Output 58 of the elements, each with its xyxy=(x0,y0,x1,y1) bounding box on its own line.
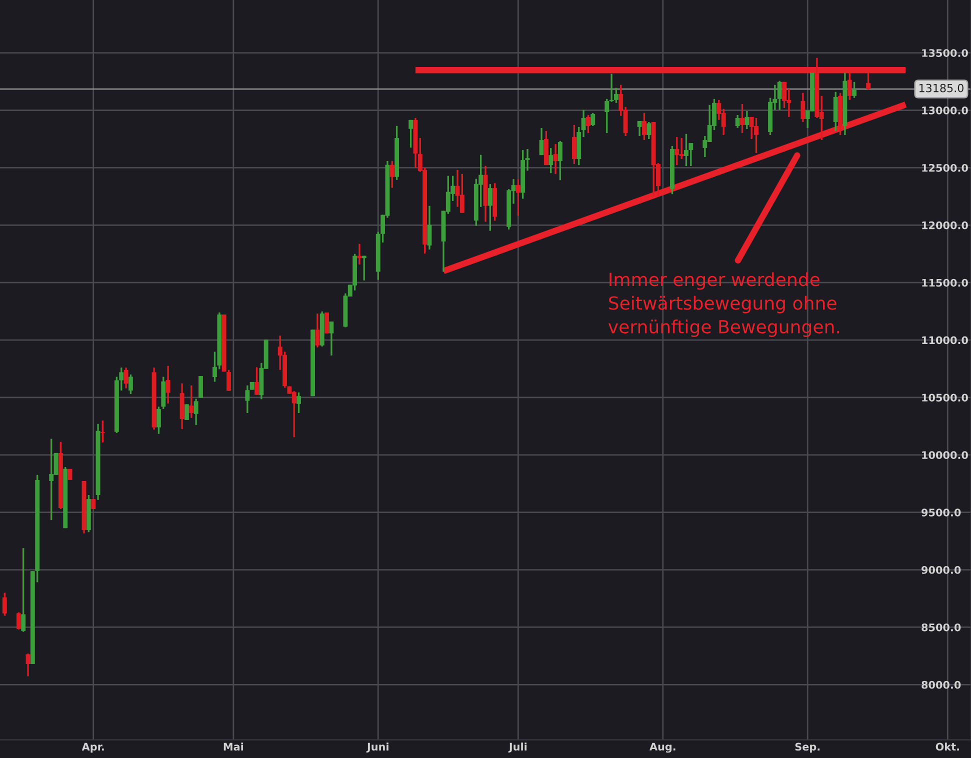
candlestick xyxy=(189,384,194,419)
y-tick-label: 11500.0 xyxy=(922,278,968,287)
x-tick-label: Aug. xyxy=(650,742,676,753)
candlestick xyxy=(21,547,26,633)
ref-line-label: 13185.0 xyxy=(919,84,964,92)
annotation: Immer enger werdende Seitwärtsbewegung ohne vernünftige Bewegungen. xyxy=(608,272,840,338)
x-tick-label: Mai xyxy=(224,742,244,751)
y-tick-label: 13000.0 xyxy=(922,106,968,114)
y-tick-label: 12500.0 xyxy=(922,164,968,172)
candlestick xyxy=(2,592,7,617)
candlestick xyxy=(646,121,652,140)
candlestick xyxy=(642,112,646,141)
y-tick-label: 10500.0 xyxy=(922,394,968,402)
candlestick xyxy=(744,110,750,130)
candlestick xyxy=(128,374,133,395)
candlestick xyxy=(740,103,744,134)
candlestick xyxy=(408,119,414,148)
candlestick xyxy=(488,183,492,232)
candlestick xyxy=(777,80,782,111)
candlestick xyxy=(329,320,334,356)
x-tick-label: Juni xyxy=(366,742,388,753)
candlestick xyxy=(516,178,520,217)
x-tick-label: Sep. xyxy=(795,742,820,753)
candlestick xyxy=(315,312,320,348)
candlestick xyxy=(254,366,259,396)
candlestick xyxy=(852,81,857,99)
candlestick xyxy=(590,112,596,127)
candlestick xyxy=(156,406,161,435)
candlestick xyxy=(548,147,554,174)
candlestick xyxy=(637,120,642,137)
candlestick xyxy=(553,143,558,175)
candlestick xyxy=(586,114,590,134)
candlestick xyxy=(390,160,394,189)
y-tick-label: 13500.0 xyxy=(922,49,968,57)
x-tick-label: Juli xyxy=(508,742,527,753)
y-tick-label: 11000.0 xyxy=(922,336,968,344)
candlestick xyxy=(572,124,576,165)
y-tick-label: 9000.0 xyxy=(922,566,961,574)
candlestick xyxy=(735,114,740,129)
y-tick-label: 12000.0 xyxy=(922,221,968,230)
candlestick xyxy=(124,366,128,390)
candlestick xyxy=(194,398,198,426)
candlestick xyxy=(800,92,806,123)
candlestick xyxy=(100,420,105,444)
y-tick-label: 8000.0 xyxy=(922,680,961,689)
y-tick-label: 10000.0 xyxy=(922,451,968,460)
candlestick xyxy=(166,365,170,404)
candlestick xyxy=(460,173,464,214)
candlestick xyxy=(296,392,301,414)
y-tick-label: 8500.0 xyxy=(922,623,961,632)
candlestick xyxy=(558,140,562,181)
x-tick-label: Apr. xyxy=(82,742,104,753)
y-tick-label: 9500.0 xyxy=(922,508,961,516)
x-tick-label: Okt. xyxy=(936,742,959,751)
candlestick xyxy=(49,438,54,521)
candlestick xyxy=(539,127,544,156)
candlestick xyxy=(16,611,21,630)
candlestick xyxy=(26,652,30,678)
